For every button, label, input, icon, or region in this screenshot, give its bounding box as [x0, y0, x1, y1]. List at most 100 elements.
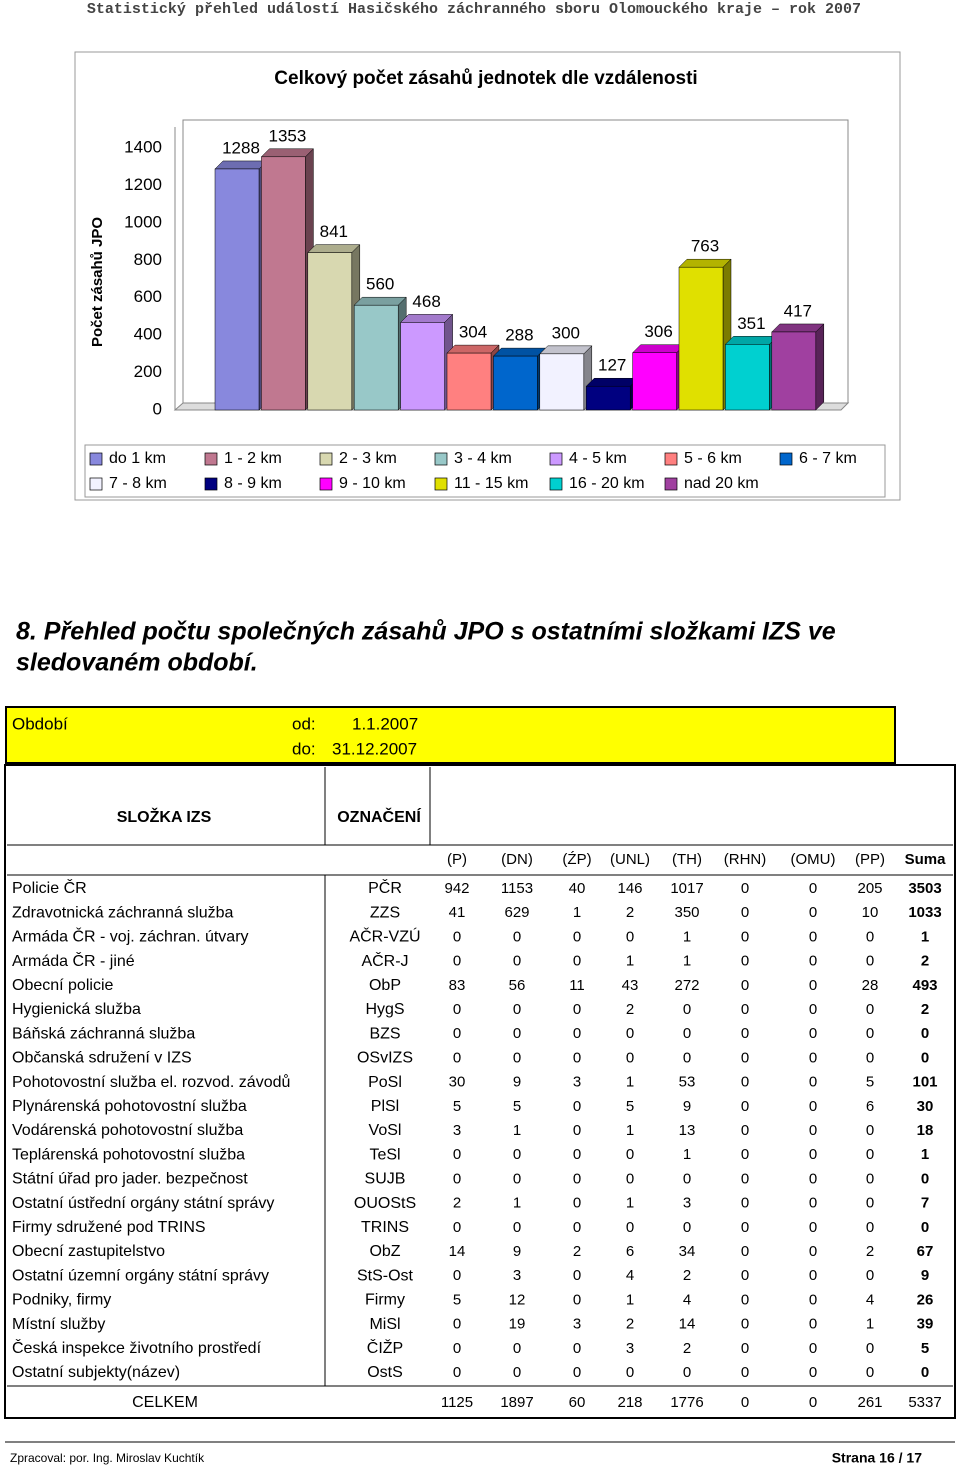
bar — [446, 352, 492, 411]
cell: 0 — [513, 1025, 521, 1042]
cell: 1 — [683, 928, 691, 945]
row-code: OUOStS — [354, 1195, 416, 1212]
legend-label: nad 20 km — [684, 475, 759, 492]
cell: 0 — [453, 1170, 461, 1187]
bar-top — [771, 323, 825, 333]
cell: 0 — [573, 1267, 581, 1284]
cell: 0 — [809, 1267, 817, 1284]
row-code: OSvIZS — [357, 1050, 413, 1067]
cell: 0 — [683, 1025, 691, 1042]
cell: 0 — [809, 1219, 817, 1236]
cell: 0 — [809, 1364, 817, 1381]
bar-top — [678, 258, 732, 268]
page-header: Statistický přehled událostí Hasičského … — [87, 1, 861, 18]
row-code: BZS — [369, 1025, 400, 1042]
bar-top — [539, 345, 593, 355]
row-code: AČR-J — [361, 951, 408, 970]
data-label: 304 — [459, 323, 487, 342]
period-label: Období — [12, 714, 68, 733]
row-code: PlSl — [371, 1098, 399, 1115]
cell: 0 — [573, 1219, 581, 1236]
legend-swatch — [89, 452, 103, 466]
cell: 28 — [862, 977, 879, 994]
cell: 3503 — [908, 880, 941, 897]
cell: 0 — [513, 1364, 521, 1381]
bar — [771, 331, 817, 411]
cell: 5 — [453, 1098, 461, 1115]
cell: 1 — [626, 953, 634, 970]
cell: 0 — [513, 928, 521, 945]
row-name: Ostatní územní orgány státní správy — [12, 1267, 269, 1284]
footer-right: Strana 16 / 17 — [832, 1450, 922, 1466]
y-tick-label: 1000 — [124, 212, 162, 231]
cell: 1 — [683, 1146, 691, 1163]
cell: 0 — [741, 1340, 749, 1357]
cell: 4 — [866, 1291, 874, 1308]
cell: 2 — [626, 1001, 634, 1018]
cell: 0 — [741, 1025, 749, 1042]
row-name: Obecní policie — [12, 977, 113, 994]
bar — [678, 266, 724, 411]
total-cell: 1125 — [441, 1394, 473, 1411]
cell: 0 — [741, 1146, 749, 1163]
cell: 0 — [809, 1098, 817, 1115]
cell: 0 — [453, 1364, 461, 1381]
cell: 0 — [866, 1267, 874, 1284]
cell: 0 — [741, 1316, 749, 1333]
cell: 1033 — [908, 904, 941, 921]
cell: 101 — [912, 1074, 937, 1091]
cell: 0 — [741, 1049, 749, 1066]
cell: 3 — [573, 1316, 581, 1333]
legend-label: 2 - 3 km — [339, 450, 397, 467]
col-header: SLOŽKA IZS — [117, 807, 212, 826]
cell: 0 — [809, 880, 817, 897]
cell: 0 — [626, 1219, 634, 1236]
cell: 0 — [866, 1001, 874, 1018]
cell: 0 — [866, 1146, 874, 1163]
cell: 40 — [569, 880, 586, 897]
legend-label: do 1 km — [109, 450, 166, 467]
cell: 1 — [921, 1146, 929, 1163]
cell: 41 — [449, 904, 466, 921]
cell: 0 — [573, 1364, 581, 1381]
cell: 0 — [741, 1074, 749, 1091]
data-label: 127 — [598, 356, 626, 375]
row-code: ČIŽP — [367, 1338, 403, 1357]
bar-top — [399, 314, 454, 323]
cell: 26 — [917, 1291, 934, 1308]
bar-top — [585, 377, 639, 387]
bar-top — [214, 160, 268, 170]
cell: 0 — [513, 1049, 521, 1066]
cell: 0 — [453, 1025, 461, 1042]
legend-swatch — [319, 452, 333, 466]
row-name: Zdravotnická záchranná služba — [12, 904, 234, 921]
col-header: (OMU) — [791, 851, 836, 868]
cell: 0 — [513, 1219, 521, 1236]
col-header: (P) — [447, 851, 467, 868]
cell: 0 — [809, 1122, 817, 1139]
bar — [539, 353, 585, 411]
total-cell: 0 — [809, 1394, 817, 1411]
cell: 0 — [683, 1219, 691, 1236]
bar — [307, 252, 353, 411]
cell: 3 — [626, 1340, 634, 1357]
bar — [725, 344, 770, 411]
cell: 0 — [866, 1195, 874, 1212]
y-tick-label: 800 — [134, 250, 162, 269]
cell: 0 — [741, 953, 749, 970]
cell: 0 — [809, 1340, 817, 1357]
bar-top — [631, 344, 686, 353]
cell: 1 — [626, 1195, 634, 1212]
cell: 0 — [921, 1170, 929, 1187]
legend-label: 6 - 7 km — [799, 450, 857, 467]
legend-swatch — [434, 452, 448, 466]
period-from-label: od: — [292, 714, 316, 733]
cell: 0 — [921, 1364, 929, 1381]
cell: 0 — [513, 1146, 521, 1163]
cell: 0 — [809, 1243, 817, 1260]
cell: 3 — [683, 1195, 691, 1212]
y-tick-label: 1200 — [124, 175, 162, 194]
cell: 6 — [866, 1098, 874, 1115]
cell: 0 — [921, 1049, 929, 1066]
cell: 0 — [866, 953, 874, 970]
